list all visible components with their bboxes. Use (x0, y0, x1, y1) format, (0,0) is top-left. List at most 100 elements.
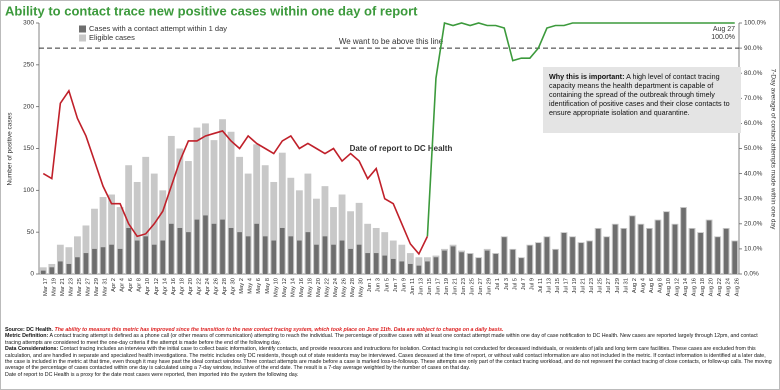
x-axis-title: Date of report to DC Health (350, 144, 453, 153)
bar (406, 253, 414, 274)
y-tick-label: 200 (23, 103, 34, 110)
line (42, 88, 429, 256)
bar (595, 228, 601, 274)
bar (621, 228, 627, 274)
x-tick-label: Apr 22 (196, 278, 202, 295)
bar (442, 250, 447, 274)
bar (177, 227, 183, 274)
bar (544, 237, 550, 274)
bar (210, 140, 218, 274)
x-tick-label: Aug 22 (717, 278, 723, 296)
bar (159, 190, 167, 274)
bar (578, 243, 584, 274)
bar (279, 227, 285, 274)
proxy-note: Date of report to DC Health is a proxy f… (5, 371, 299, 378)
x-tick-label: Jun 29 (487, 278, 493, 295)
bar (416, 265, 422, 274)
legend-swatch (79, 25, 86, 33)
x-tick-label: Jun 23 (461, 278, 467, 295)
bar (501, 237, 507, 274)
end-value: 100.0% (711, 34, 735, 41)
bar (389, 240, 397, 274)
bar (116, 207, 124, 274)
y2-tick-label: 70.0% (744, 95, 763, 102)
bar (372, 227, 380, 274)
bar (227, 131, 235, 274)
x-tick-label: May 22 (325, 278, 331, 297)
bar (467, 253, 473, 274)
x-tick-label: Mar 29 (94, 278, 100, 296)
bar (288, 236, 294, 274)
bar (655, 220, 661, 274)
x-tick-label: Apr 30 (231, 278, 237, 295)
bar (237, 232, 242, 274)
reference-label: We want to be above this line (339, 37, 444, 46)
x-tick-label: May 16 (299, 278, 305, 297)
bar (202, 123, 209, 275)
bar (553, 249, 558, 274)
x-tick-label: Jul 17 (564, 278, 570, 293)
x-tick-label: Apr 12 (154, 278, 160, 295)
bar (83, 253, 89, 274)
y2-tick-label: 10.0% (744, 246, 763, 253)
y-axis-title: Number of positive cases (7, 112, 14, 186)
bar (689, 228, 695, 274)
x-tick-label: Apr 8 (137, 278, 143, 292)
bar (723, 228, 729, 274)
x-tick-label: Aug 2 (632, 278, 638, 293)
x-tick-label: Jul 11 (538, 278, 544, 293)
x-tick-label: Mar 27 (85, 278, 91, 296)
bar (314, 244, 319, 274)
bar (91, 208, 98, 274)
bar (92, 248, 97, 274)
x-tick-label: May 14 (290, 277, 296, 297)
bar (66, 263, 72, 274)
bar (56, 244, 64, 274)
x-tick-label: May 2 (239, 278, 245, 294)
x-tick-label: Jul 31 (623, 278, 629, 293)
x-tick-label: Aug 16 (692, 278, 698, 296)
bar (219, 119, 226, 274)
bar (706, 220, 712, 274)
bar (433, 257, 439, 274)
x-tick-label: Mar 17 (43, 278, 49, 296)
bar (193, 127, 201, 274)
legend-swatch (79, 34, 86, 42)
x-tick-label: Jun 19 (444, 278, 450, 295)
y2-tick-label: 90.0% (744, 45, 763, 52)
bar (305, 232, 311, 274)
x-tick-label: Jun 17 (435, 278, 441, 295)
x-tick-label: Jun 15 (427, 278, 433, 295)
y2-tick-label: 0.0% (744, 271, 759, 278)
bar (245, 236, 251, 274)
x-tick-label: Apr 10 (145, 278, 151, 295)
bar (612, 224, 618, 274)
bar (134, 240, 140, 274)
definition-label: Metric Definition: (5, 333, 49, 340)
bar (407, 263, 413, 274)
bar (398, 244, 406, 274)
bar (390, 258, 396, 274)
x-tick-label: Jul 15 (555, 278, 561, 293)
bar (117, 248, 123, 274)
x-tick-label: Aug 20 (709, 278, 715, 296)
x-tick-label: Aug 6 (649, 278, 655, 293)
bar (355, 202, 363, 274)
source-note: The ability to measure this metric has i… (52, 327, 504, 333)
bar (681, 207, 686, 274)
x-tick-label: May 10 (273, 278, 279, 297)
y2-tick-label: 40.0% (744, 170, 763, 177)
bar (347, 211, 354, 274)
bar (304, 173, 312, 274)
x-tick-label: Jun 5 (384, 278, 390, 292)
bar (287, 177, 295, 274)
x-tick-label: May 6 (256, 278, 262, 294)
bar (100, 247, 106, 274)
x-tick-label: Jul 23 (589, 278, 595, 293)
x-tick-label: Jul 3 (504, 278, 510, 290)
bar (604, 237, 610, 274)
bar (228, 227, 234, 274)
x-tick-label: Apr 24 (205, 277, 211, 295)
note-box: Why this is important: A high level of c… (543, 67, 741, 133)
x-tick-label: Jun 21 (453, 278, 459, 295)
